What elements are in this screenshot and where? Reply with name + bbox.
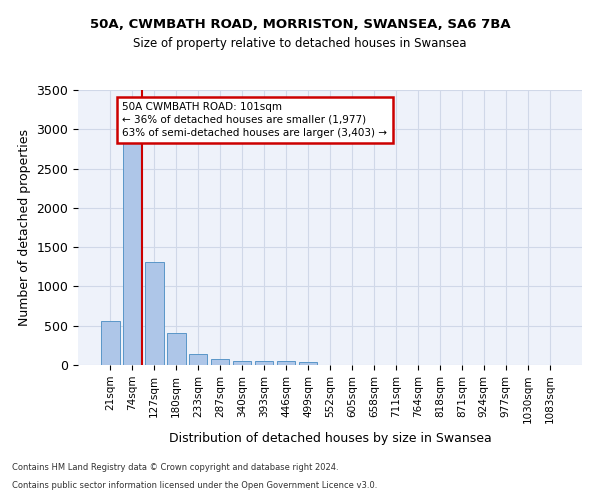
- Bar: [233, 360, 251, 365]
- Bar: [145, 262, 164, 365]
- Bar: [299, 362, 317, 365]
- Bar: [101, 321, 119, 365]
- Bar: [277, 362, 295, 365]
- Text: 50A, CWMBATH ROAD, MORRISTON, SWANSEA, SA6 7BA: 50A, CWMBATH ROAD, MORRISTON, SWANSEA, S…: [89, 18, 511, 30]
- Y-axis label: Number of detached properties: Number of detached properties: [18, 129, 31, 326]
- Text: Size of property relative to detached houses in Swansea: Size of property relative to detached ho…: [133, 38, 467, 51]
- Text: 50A CWMBATH ROAD: 101sqm
← 36% of detached houses are smaller (1,977)
63% of sem: 50A CWMBATH ROAD: 101sqm ← 36% of detach…: [122, 102, 388, 138]
- Bar: [167, 333, 185, 365]
- Bar: [189, 354, 208, 365]
- Text: Contains public sector information licensed under the Open Government Licence v3: Contains public sector information licen…: [12, 481, 377, 490]
- Text: Contains HM Land Registry data © Crown copyright and database right 2024.: Contains HM Land Registry data © Crown c…: [12, 464, 338, 472]
- Bar: [255, 361, 274, 365]
- X-axis label: Distribution of detached houses by size in Swansea: Distribution of detached houses by size …: [169, 432, 491, 444]
- Bar: [123, 137, 142, 365]
- Bar: [211, 358, 229, 365]
